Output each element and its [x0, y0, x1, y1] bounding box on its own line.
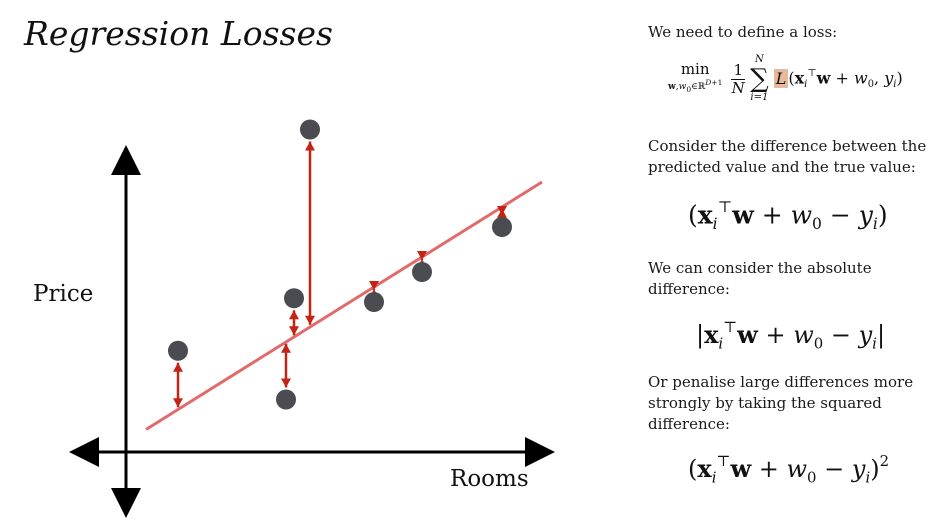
data-point-7 — [492, 217, 512, 237]
squared-text: Or penalise large differences more stron… — [648, 373, 914, 433]
data-point-1 — [168, 340, 188, 361]
residual-arrowhead-1-1 — [173, 362, 183, 372]
x-axis-label: Rooms — [450, 466, 529, 492]
residual-arrowhead-3-2 — [289, 326, 299, 336]
residual-arrowhead-7-2 — [497, 208, 507, 218]
residual-arrowhead-1-2 — [173, 398, 183, 408]
loss-intro-text: We need to define a loss: — [648, 23, 838, 41]
residual-arrowhead-5-1 — [369, 281, 379, 290]
absolute-text: We can consider the absolute difference: — [648, 259, 872, 298]
slide-title: Regression Losses — [24, 14, 333, 53]
y-axis-label: Price — [33, 281, 93, 307]
data-point-2 — [276, 389, 296, 410]
residual-arrowhead-2-2 — [281, 343, 291, 353]
fit-line — [145, 180, 543, 431]
data-points — [168, 119, 512, 410]
difference-text: Consider the difference between the pred… — [648, 137, 927, 176]
residual-arrows — [173, 141, 507, 408]
regression-diagram: Price Rooms — [33, 119, 555, 518]
squared-formula: (xi⊤w + w0 − yi)2 — [688, 452, 890, 487]
residual-arrowhead-6-1 — [417, 251, 427, 260]
absolute-formula: |xi⊤w + w0 − yi| — [696, 318, 886, 353]
residual-arrowhead-3-1 — [289, 310, 299, 320]
data-point-3 — [284, 288, 304, 309]
data-point-5 — [364, 292, 384, 312]
data-point-4 — [300, 119, 320, 140]
data-point-6 — [412, 262, 432, 282]
difference-formula: (xi⊤w + w0 − yi) — [688, 198, 888, 234]
residual-arrowhead-4-2 — [305, 315, 315, 325]
residual-arrowhead-4-1 — [305, 141, 315, 151]
loss-function-highlight: L — [773, 68, 789, 88]
residual-arrowhead-2-1 — [281, 378, 291, 388]
